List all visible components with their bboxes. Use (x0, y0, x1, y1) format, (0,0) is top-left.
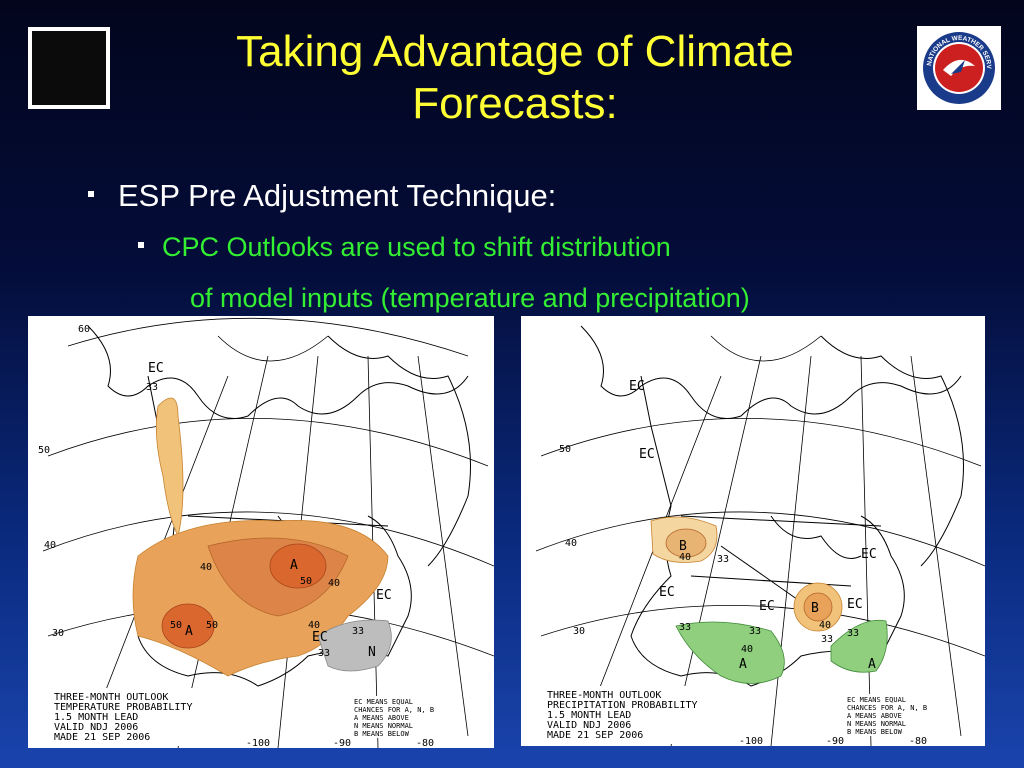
bullet-2-continuation: of model inputs (temperature and precipi… (190, 283, 750, 313)
svg-text:B MEANS BELOW: B MEANS BELOW (847, 728, 903, 736)
region-label: EC (629, 379, 645, 394)
contour-label: 40 (741, 644, 753, 655)
svg-text:CHANCES FOR A, N, B: CHANCES FOR A, N, B (847, 704, 927, 712)
lat-label: 60 (78, 324, 90, 335)
svg-text:VALID NDJ 2006: VALID NDJ 2006 (547, 720, 631, 731)
svg-text:EC MEANS EQUAL: EC MEANS EQUAL (847, 696, 906, 704)
map-legend: EC MEANS EQUAL CHANCES FOR A, N, B A MEA… (354, 698, 434, 738)
region-label: EC (639, 447, 655, 462)
bullet-level-2: CPC Outlooks are used to shift distribut… (138, 232, 671, 263)
lat-label: 40 (565, 538, 577, 549)
svg-text:MADE 21 SEP 2006: MADE 21 SEP 2006 (547, 730, 643, 741)
svg-text:EC MEANS EQUAL: EC MEANS EQUAL (354, 698, 413, 706)
region-label: A (185, 624, 193, 639)
map-graticule (535, 335, 985, 746)
svg-text:MADE 21 SEP 2006: MADE 21 SEP 2006 (54, 732, 150, 743)
contour-label: 33 (749, 626, 761, 637)
svg-text:THREE-MONTH OUTLOOK: THREE-MONTH OUTLOOK (54, 692, 168, 703)
slide-title: Taking Advantage of Climate Forecasts: (170, 26, 860, 130)
dark-square-logo (28, 27, 110, 109)
lat-label: 40 (44, 540, 56, 551)
square-bullet-icon (138, 241, 144, 248)
contour-label: 40 (308, 620, 320, 631)
region-label: EC (312, 630, 328, 645)
nws-logo: NATIONAL WEATHER SERVICE (917, 25, 1001, 110)
map-caption: THREE-MONTH OUTLOOK TEMPERATURE PROBABIL… (54, 692, 192, 743)
region-label: EC (759, 599, 775, 614)
svg-text:VALID NDJ 2006: VALID NDJ 2006 (54, 722, 138, 733)
region-label: EC (861, 547, 877, 562)
contour-label: 33 (717, 554, 729, 565)
contour-label: 40 (200, 562, 212, 573)
region-label: A (868, 657, 876, 672)
contour-label: 50 (170, 620, 182, 631)
region-label: EC (148, 361, 164, 376)
lon-label: -80 (909, 736, 927, 746)
lat-label: 50 (559, 444, 571, 455)
contour-label: 40 (679, 552, 691, 563)
contour-label: 50 (206, 620, 218, 631)
bullet-2-text: CPC Outlooks are used to shift distribut… (162, 232, 671, 262)
region-label: B (811, 601, 819, 616)
svg-text:A MEANS ABOVE: A MEANS ABOVE (354, 714, 409, 722)
square-bullet-icon (88, 190, 94, 197)
contour-label: 40 (328, 578, 340, 589)
bullet-1-text: ESP Pre Adjustment Technique: (118, 178, 557, 213)
svg-text:N MEANS NORMAL: N MEANS NORMAL (847, 720, 906, 728)
lon-label: -90 (333, 738, 351, 748)
contour-label: 50 (300, 576, 312, 587)
contour-label: 33 (821, 634, 833, 645)
region-label: A (739, 657, 747, 672)
lat-label: 30 (52, 628, 64, 639)
lon-label: -80 (416, 738, 434, 748)
svg-text:N MEANS NORMAL: N MEANS NORMAL (354, 722, 413, 730)
svg-text:B MEANS BELOW: B MEANS BELOW (354, 730, 410, 738)
contour-label: 33 (352, 626, 364, 637)
region-label: EC (376, 588, 392, 603)
temperature-outlook-map: EC A A EC EC N 33 40 50 40 50 50 33 33 4… (28, 316, 494, 748)
lat-label: 50 (38, 445, 50, 456)
contour-label: 33 (318, 648, 330, 659)
region-label: N (368, 645, 376, 660)
precipitation-outlook-map: EC EC B EC EC EC B EC A A 40 33 33 33 40… (521, 316, 985, 746)
title-line-2: Forecasts: (412, 79, 618, 128)
svg-text:A MEANS ABOVE: A MEANS ABOVE (847, 712, 902, 720)
region-label: B (679, 539, 687, 554)
contour-label: 33 (847, 628, 859, 639)
bullet-level-1: ESP Pre Adjustment Technique: (88, 178, 556, 214)
contour-label: 33 (679, 622, 691, 633)
svg-text:1.5 MONTH LEAD: 1.5 MONTH LEAD (54, 712, 138, 723)
region-label: EC (659, 585, 675, 600)
contour-label: 33 (146, 382, 158, 393)
region-label: A (290, 558, 298, 573)
contour-label: 40 (819, 620, 831, 631)
lon-label: -100 (246, 738, 270, 748)
lat-label: 30 (573, 626, 585, 637)
svg-text:PRECIPITATION PROBABILITY: PRECIPITATION PROBABILITY (547, 700, 698, 711)
region-label: EC (847, 597, 863, 612)
title-line-1: Taking Advantage of Climate (236, 27, 794, 76)
map-legend: EC MEANS EQUAL CHANCES FOR A, N, B A MEA… (847, 696, 927, 736)
svg-text:TEMPERATURE PROBABILITY: TEMPERATURE PROBABILITY (54, 702, 192, 713)
svg-text:THREE-MONTH OUTLOOK: THREE-MONTH OUTLOOK (547, 690, 661, 701)
map-caption: THREE-MONTH OUTLOOK PRECIPITATION PROBAB… (547, 690, 698, 741)
svg-text:1.5 MONTH LEAD: 1.5 MONTH LEAD (547, 710, 631, 721)
lon-label: -90 (826, 736, 844, 746)
lon-label: -100 (739, 736, 763, 746)
svg-text:CHANCES FOR A, N, B: CHANCES FOR A, N, B (354, 706, 434, 714)
